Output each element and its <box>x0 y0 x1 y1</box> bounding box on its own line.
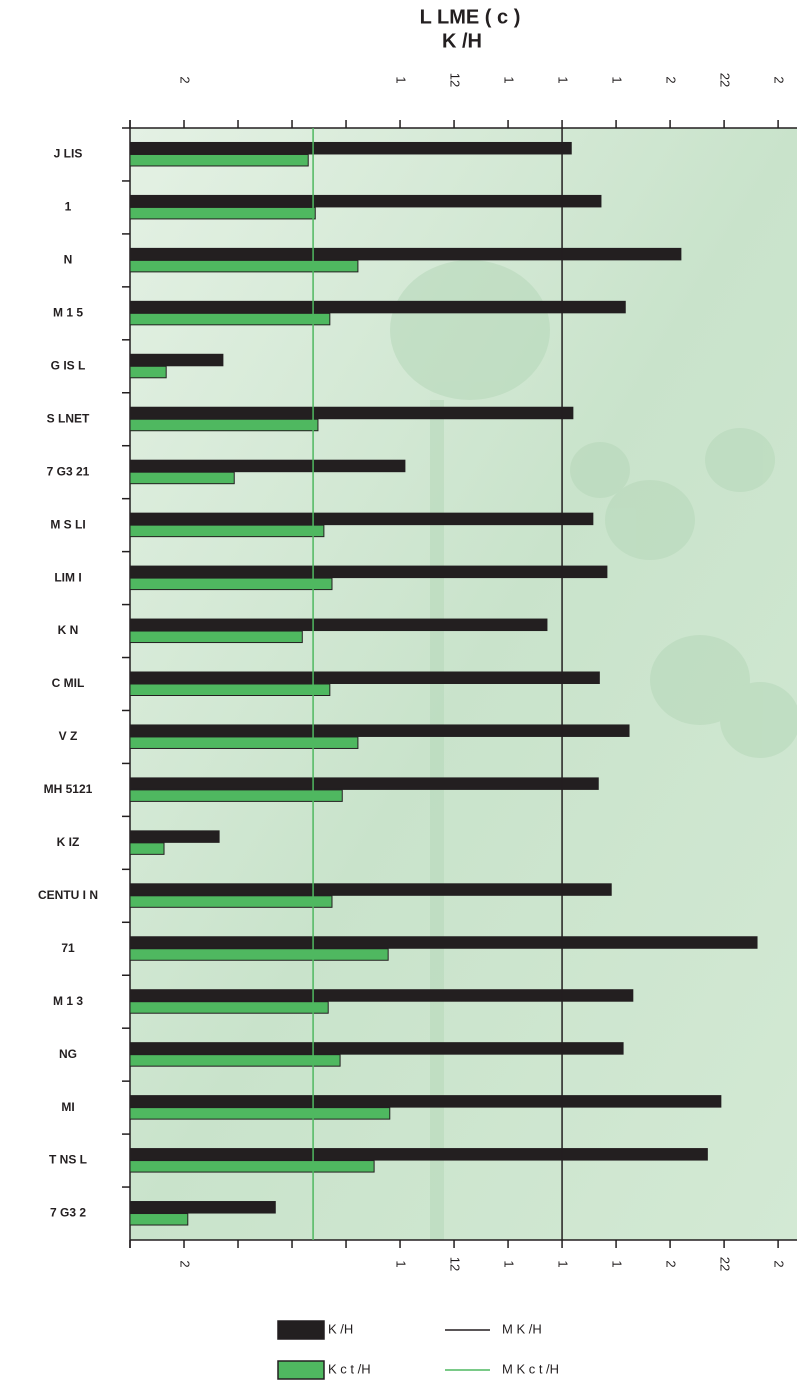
bar <box>129 1042 624 1055</box>
bar <box>129 671 600 684</box>
bar <box>129 577 333 591</box>
bar <box>129 1201 276 1214</box>
y-tick-label: M 1 3 <box>53 994 83 1008</box>
bar <box>129 1107 391 1120</box>
y-tick-label: 7 G3 2 <box>50 1206 86 1220</box>
y-tick-label: 71 <box>61 941 75 955</box>
y-tick-label: M 1 5 <box>53 306 83 320</box>
legend-label: K c t /H <box>328 1361 371 1376</box>
background-flowers <box>390 260 797 1240</box>
bar <box>129 842 165 855</box>
bar <box>129 895 333 908</box>
bar <box>129 736 359 749</box>
chart-subtitle: K /H <box>442 30 482 52</box>
y-tick-label: G IS L <box>51 358 86 372</box>
y-tick-label: LIM I <box>54 570 81 584</box>
chart-title: L LME ( c ) <box>420 6 521 28</box>
x-tick-label: 2 <box>178 1260 193 1267</box>
bar <box>129 259 359 273</box>
legend-label: K /H <box>328 1321 353 1336</box>
y-tick-label: MH 5121 <box>44 782 93 796</box>
bar <box>129 524 325 538</box>
bar <box>129 989 634 1002</box>
bar <box>129 247 682 261</box>
x-tick-label: 1 <box>556 76 571 83</box>
bar <box>129 418 319 432</box>
bar <box>129 206 316 220</box>
bar <box>129 1160 375 1173</box>
y-tick-label: V Z <box>59 729 78 743</box>
bar <box>129 789 343 802</box>
x-tick-label: 2 <box>664 76 679 83</box>
bar <box>129 1148 708 1161</box>
bar <box>129 777 599 790</box>
x-tick-label: 12 <box>448 1257 463 1271</box>
x-tick-label: 22 <box>718 73 733 87</box>
x-tick-label: 1 <box>394 1260 409 1267</box>
y-tick-label: T NS L <box>49 1153 87 1167</box>
bar <box>129 936 758 949</box>
x-tick-label: 1 <box>610 76 625 83</box>
bar <box>129 459 406 473</box>
y-tick-label: K N <box>58 623 79 637</box>
bar <box>129 365 167 379</box>
y-tick-label: N <box>64 253 73 267</box>
bar <box>129 353 224 367</box>
bar <box>129 406 574 420</box>
bar <box>129 618 548 632</box>
x-tick-label: 2 <box>772 76 787 83</box>
x-tick-label: 1 <box>556 1260 571 1267</box>
x-tick-label: 12 <box>448 73 463 87</box>
bar <box>129 312 331 326</box>
x-tick-label: 1 <box>502 1260 517 1267</box>
legend-label: M K c t /H <box>502 1361 559 1376</box>
bar <box>129 724 630 737</box>
y-tick-label: NG <box>59 1047 77 1061</box>
x-tick-label: 1 <box>610 1260 625 1267</box>
bar <box>129 630 303 644</box>
bar <box>129 512 594 526</box>
legend-swatch <box>277 1320 325 1340</box>
y-tick-label: MI <box>61 1100 74 1114</box>
x-tick-label: 2 <box>664 1260 679 1267</box>
y-tick-label: 7 G3 21 <box>47 464 90 478</box>
bar <box>129 194 602 208</box>
bar <box>129 948 389 961</box>
x-tick-label: 2 <box>772 1260 787 1267</box>
bar <box>129 883 612 896</box>
bar <box>129 153 309 167</box>
y-tick-label: C MIL <box>52 676 85 690</box>
x-tick-label: 2 <box>178 76 193 83</box>
bar <box>129 1095 722 1108</box>
bar <box>129 1001 329 1014</box>
bar <box>129 300 626 314</box>
x-tick-label: 1 <box>394 76 409 83</box>
y-tick-label: K IZ <box>57 835 80 849</box>
bar <box>129 471 235 485</box>
bar <box>129 565 608 579</box>
legend-label: M K /H <box>502 1321 542 1336</box>
bar <box>129 1054 341 1067</box>
legend-swatch <box>277 1360 325 1380</box>
x-tick-label: 1 <box>502 76 517 83</box>
y-tick-label: CENTU I N <box>38 888 98 902</box>
y-tick-label: S LNET <box>47 411 90 425</box>
bar <box>129 1213 189 1226</box>
bar <box>129 141 572 155</box>
y-tick-label: M S LI <box>50 517 85 531</box>
x-tick-label: 22 <box>718 1257 733 1271</box>
y-tick-label: 1 <box>65 200 72 214</box>
y-tick-label: J LIS <box>54 147 83 161</box>
bar <box>129 830 220 843</box>
bar <box>129 683 331 696</box>
